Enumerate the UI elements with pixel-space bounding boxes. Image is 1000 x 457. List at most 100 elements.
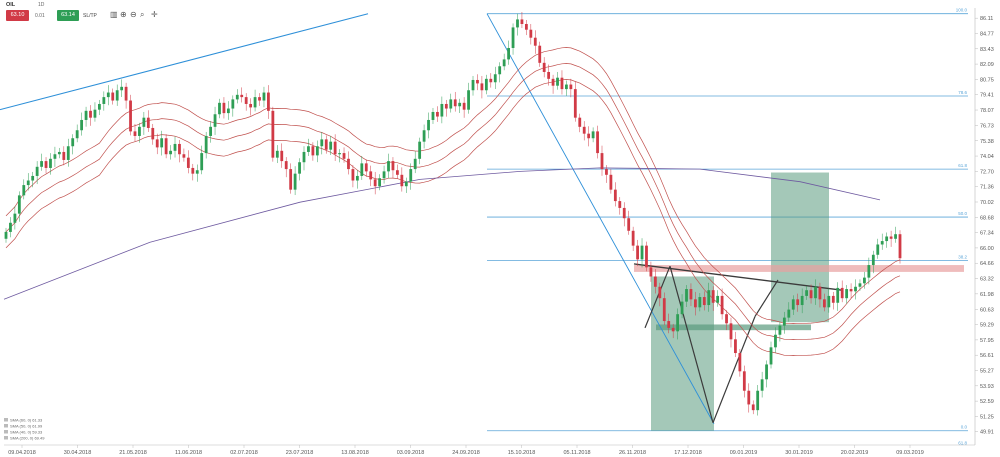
pattern-leg xyxy=(754,279,779,317)
resistance-zone xyxy=(634,265,964,272)
x-tick-label: 02.07.2018 xyxy=(230,450,258,456)
candle-body xyxy=(756,390,760,411)
candle-body xyxy=(871,254,875,266)
sma-lower xyxy=(5,79,901,357)
candle-body xyxy=(13,213,17,223)
candle-body xyxy=(645,245,648,268)
x-tick-label: 30.01.2019 xyxy=(785,450,813,456)
candle-body xyxy=(329,141,333,150)
candle-body xyxy=(560,77,564,90)
y-tick-label: 55.27 xyxy=(980,369,994,375)
candle-body xyxy=(613,189,617,202)
candle-body xyxy=(320,139,324,147)
candle-body xyxy=(289,169,293,190)
pattern-leg xyxy=(644,265,671,329)
fib-level-label: 78.6 xyxy=(958,90,967,95)
y-tick-label: 70.02 xyxy=(980,200,994,206)
fib-level-label: 100.0 xyxy=(956,8,968,13)
y-tick-label: 83.43 xyxy=(980,47,994,53)
candle-body xyxy=(840,287,844,299)
x-tick-label: 23.07.2018 xyxy=(286,450,314,456)
crosshair-icon[interactable]: ✛ xyxy=(151,10,158,19)
y-axis: 86.11 84.77 83.43 82.09 80.75 79.41 78.07 76.73… xyxy=(975,16,994,436)
candle-body xyxy=(627,218,631,231)
candle-body xyxy=(267,92,270,111)
candle-body xyxy=(115,90,119,101)
candle-body xyxy=(391,161,395,171)
candle-body xyxy=(151,127,155,140)
zoom-out-icon[interactable]: ⊖ xyxy=(130,10,137,19)
candle-body xyxy=(694,299,697,308)
candle-body xyxy=(111,92,115,101)
candle-body xyxy=(315,146,319,156)
candle-body xyxy=(889,236,893,239)
y-tick-label: 84.77 xyxy=(980,31,994,37)
candle-body xyxy=(502,59,506,67)
candle-body xyxy=(195,170,199,174)
candle-body xyxy=(258,97,261,101)
zoom-in-icon[interactable]: ⊕ xyxy=(120,10,127,19)
candle-body xyxy=(814,286,817,299)
candle-body xyxy=(805,290,808,296)
candle-body xyxy=(698,297,702,308)
y-tick-label: 74.04 xyxy=(980,154,994,160)
y-tick-label: 61.98 xyxy=(980,292,994,298)
candle-body xyxy=(17,195,21,214)
candle-body xyxy=(738,353,742,372)
candle-body xyxy=(26,180,30,186)
y-tick-label: 52.59 xyxy=(980,399,994,405)
timeframe-selector[interactable]: 1D xyxy=(38,2,45,8)
y-tick-label: 79.41 xyxy=(980,93,994,99)
candle-body xyxy=(66,146,70,160)
candle-body xyxy=(640,245,644,260)
candle-body xyxy=(854,286,857,292)
candle-body xyxy=(565,84,568,90)
candle-body xyxy=(449,99,453,109)
candle-body xyxy=(280,150,284,162)
candle-body xyxy=(102,97,106,104)
candle-body xyxy=(142,117,146,127)
candle-body xyxy=(178,143,181,155)
candle-body xyxy=(782,317,786,326)
y-tick-label: 53.93 xyxy=(980,384,994,390)
y-tick-label: 64.66 xyxy=(980,261,994,267)
candle-body xyxy=(146,117,150,128)
sell-button[interactable]: 63.10 xyxy=(6,10,29,21)
sma-middle xyxy=(5,63,901,341)
candle-body xyxy=(164,138,168,155)
candle-body xyxy=(462,102,466,110)
legend-entry: SMA (40, 0) 59.33 xyxy=(10,430,43,435)
candle-body xyxy=(355,175,359,181)
sltp-button[interactable]: SL/TP xyxy=(83,13,97,19)
candle-body xyxy=(62,151,66,160)
candle-body xyxy=(880,241,884,245)
bar-chart-icon[interactable]: ▥ xyxy=(110,10,118,19)
candle-body xyxy=(124,86,128,101)
candle-body xyxy=(75,130,79,139)
candle-body xyxy=(284,161,288,170)
buy-button[interactable]: 63.14 xyxy=(57,10,79,21)
candle-body xyxy=(427,119,430,131)
candle-body xyxy=(800,295,804,306)
candle-body xyxy=(298,162,301,174)
search-icon[interactable]: ⌕ xyxy=(140,10,145,19)
x-tick-label: 21.05.2018 xyxy=(119,450,147,456)
candle-body xyxy=(711,290,715,303)
candle-body xyxy=(538,45,542,63)
x-tick-label: 05.11.2018 xyxy=(563,450,590,456)
candle-body xyxy=(182,154,186,158)
candle-body xyxy=(400,174,404,187)
candle-body xyxy=(569,84,573,90)
candle-body xyxy=(387,161,390,172)
chart-drawings: 100.0 78.6 61.8 50.0 38.2 0.0 61.8 xyxy=(0,8,968,445)
candle-body xyxy=(662,298,666,322)
legend-entry: SMA (50, 0) 61.99 xyxy=(10,424,43,429)
candle-body xyxy=(849,289,853,292)
y-tick-label: 80.75 xyxy=(980,77,994,83)
legend-swatch xyxy=(4,430,8,434)
buy-price: 63.14 xyxy=(61,12,75,18)
candle-body xyxy=(845,289,849,299)
candle-body xyxy=(440,103,444,117)
